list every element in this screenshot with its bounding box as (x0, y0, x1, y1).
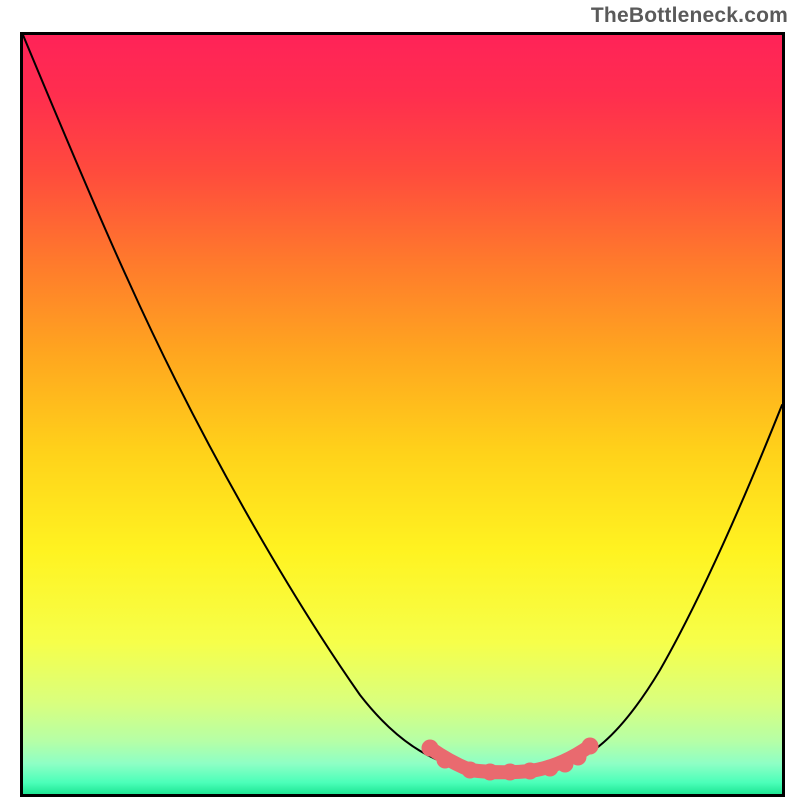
valley-dot (582, 738, 599, 755)
valley-dot (482, 764, 499, 781)
bottleneck-chart (0, 0, 800, 800)
valley-dot (502, 764, 519, 781)
valley-dot (437, 752, 454, 769)
valley-dot (522, 763, 539, 780)
valley-dot (462, 762, 479, 779)
valley-dot (542, 760, 559, 777)
chart-background (23, 35, 782, 794)
valley-dot (422, 740, 439, 757)
